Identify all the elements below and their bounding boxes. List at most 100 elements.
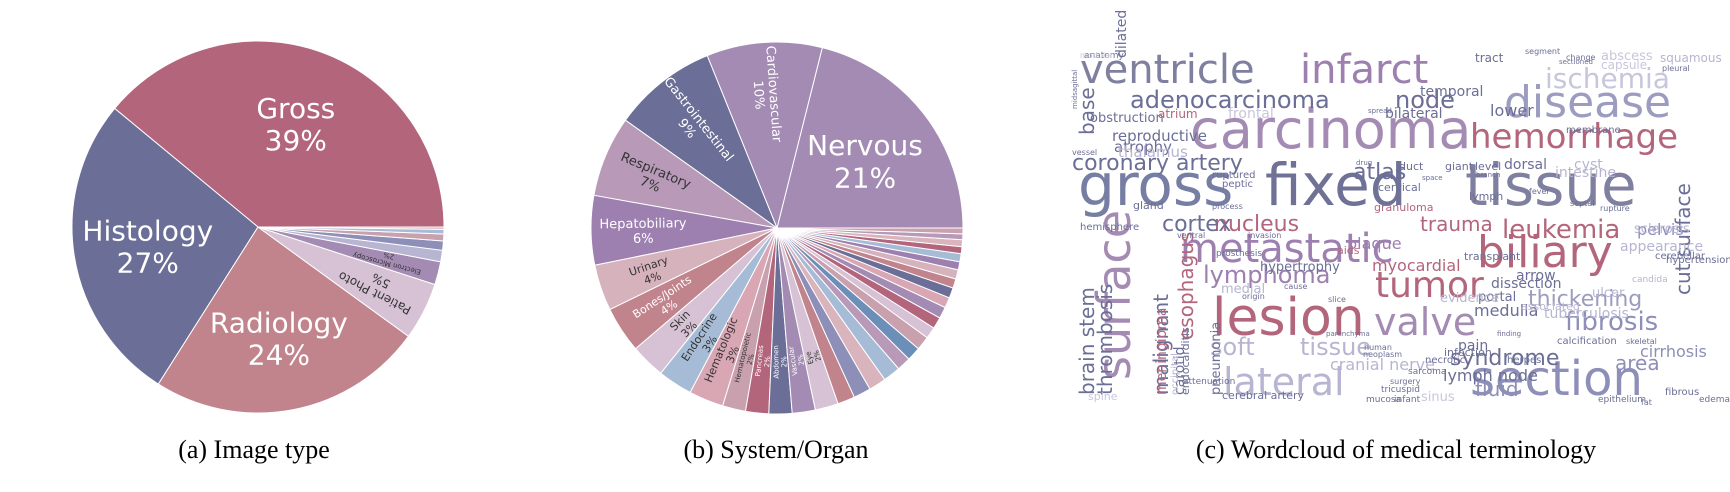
slice-name-label: Cardiovascular [762,45,784,143]
pie-slice-label: Cardiovascular10% [747,45,784,144]
wordcloud-word: hypertension [1666,255,1730,266]
slice-pct-label: 27% [117,247,179,280]
slice-pct-label: 7% [637,174,662,196]
wordcloud-word: trauma [1420,212,1493,236]
wordcloud-word: lymph node [1443,366,1538,385]
wordcloud-word: cortex [1162,212,1231,237]
pie-slice [157,226,410,414]
wordcloud-word: pleural [1662,64,1690,73]
pie-slice-label: Hepatobiliary6% [599,216,687,247]
wordcloud-word: membrane [1566,125,1621,136]
wordcloud-word: carotid [1172,346,1188,395]
wordcloud-word: segment [1525,47,1560,56]
wordcloud-word: cerebellar [1655,251,1706,262]
pie-slice-label: Abdomen2% [772,345,789,379]
slice-pct-label: 24% [248,339,310,372]
wordcloud-word: atrium [1158,107,1198,121]
wordcloud-word: cervical [1378,181,1421,194]
wordcloud-word: slice [1328,295,1346,304]
wordcloud-word: calcification [1557,336,1617,347]
wordcloud-word: tract [1475,51,1504,65]
wordcloud-word: squamous [1660,51,1722,65]
wordcloud-word: biliary [1477,227,1613,278]
wordcloud-word: cerebral artery [1222,389,1305,402]
wordcloud-word: pelvis [1637,220,1684,239]
pie-slice [113,40,445,228]
wordcloud-word: atlas [1353,160,1406,185]
caption-c: (c) Wordcloud of medical terminology [1196,435,1596,464]
wordcloud-word: lower [1490,101,1534,120]
wordcloud-word: infection [1444,346,1492,359]
wordcloud-word: gland [1133,199,1164,212]
wordcloud-word: fixed [1265,151,1407,219]
wordcloud-word: medial [1221,282,1265,297]
wordcloud-word: ventral [1177,231,1205,240]
wordcloud-word: esophagus [1174,232,1198,340]
wordcloud-word: cause [1284,282,1308,291]
slice-name-label: Radiology [210,306,348,339]
caption-a: (a) Image type [178,435,330,464]
wordcloud-word: thrombosis [1093,284,1117,395]
wordcloud-word: human [1364,343,1392,352]
wordcloud-word: space [1422,174,1443,182]
wordcloud-word: spine [1088,390,1118,403]
slice-name-label: Nervous [807,129,923,162]
wordcloud-word: malignant [1149,294,1173,395]
slice-name-label: Abdomen [772,345,781,379]
wordcloud-word: midsagittal [1071,70,1079,109]
wordcloud-word: temporal [1420,84,1483,100]
wordcloud-word: duct [1399,160,1424,173]
wordcloud-word: syndrome [1450,346,1559,371]
pie-slice-label: Nervous 21% [807,129,923,194]
wordcloud-word: sectioned [1559,58,1593,66]
wordcloud-word: meningioma [1154,308,1170,395]
caption-b: (b) System/Organ [683,435,868,464]
wordcloud-word: drug [1356,159,1372,167]
pie-slice-label: Pancreas2% [754,344,773,377]
pie-chart-image-type: Gross 39%Histology 27%Radiology 24%Patient … [71,40,445,414]
wordcloud-word: edema [1699,395,1730,405]
wordcloud-word: pneumonia [1209,322,1224,395]
pie-slice-label: Radiology 24% [210,306,348,371]
wordcloud-word: level [1475,160,1501,173]
wordcloud-word: surgery [1390,377,1421,386]
pie-slice [776,46,964,229]
wordcloud-word: infant [1394,395,1421,405]
wordcloud-word: peptic [1222,179,1253,190]
slice-pct-label: 2% [780,356,788,368]
wordcloud-word: carcinoma [1190,98,1471,161]
wordcloud-word: aids [1337,244,1360,257]
wordcloud-word: necrotic [1425,355,1465,366]
wordcloud-word: modular [1080,51,1114,60]
wordcloud-word: brain stem [1075,287,1099,395]
pie-slice [624,54,779,230]
wordcloud-word: parenchyma [1326,330,1370,338]
wordcloud-word: anatomy [1084,51,1125,61]
wordcloud-word: coronary artery [1072,151,1243,176]
wordcloud-word: section [1470,351,1643,407]
wordcloud-word: tissue [1465,151,1637,219]
slice-pct-label: 39% [265,124,327,157]
wordcloud-word: myocardial [1372,256,1461,275]
wordcloud-word: origin [1242,292,1265,301]
wordcloud-word: fluid [1475,377,1519,401]
wordcloud-word: portal [1478,290,1516,305]
slice-pct-label: 2% [382,250,395,261]
wordcloud-word: tricuspid [1381,385,1420,395]
slice-name-label: Pancreas [754,344,765,376]
wordcloud-word: dorsal [1504,157,1547,173]
wordcloud-word: bilateral [1385,106,1443,122]
wordcloud-word: sarcoma [1408,367,1446,377]
wordcloud-word: lesion [1212,288,1365,348]
pie-slice [776,227,964,235]
wordcloud-word: cut surface [1671,183,1695,295]
slice-pct-label: 6% [633,232,654,247]
wordcloud-word: lateral [1223,360,1345,404]
wordcloud-word: occipital [1170,353,1181,395]
wordcloud-word: branch [1476,171,1500,179]
wordcloud-word: thickening [1528,287,1642,312]
wordcloud-word: ischemia [1545,62,1670,95]
wordcloud-word: rupture [1600,204,1630,213]
wordcloud-medical-terminology: gross fixed tissuecarcinomalesionsectionsu… [1070,10,1730,416]
wordcloud-word: soft [1210,333,1255,361]
